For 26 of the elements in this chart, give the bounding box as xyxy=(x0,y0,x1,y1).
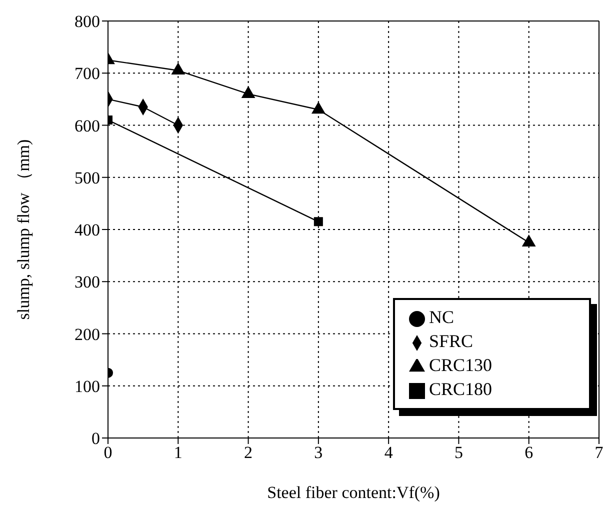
x-axis-title: Steel fiber content:Vf(%) xyxy=(267,483,440,502)
point xyxy=(312,102,326,114)
y-tick-label: 800 xyxy=(74,12,100,32)
x-tick-label: 7 xyxy=(594,443,604,462)
legend-label: SFRC xyxy=(429,331,474,351)
point xyxy=(242,86,255,98)
y-tick-label: 600 xyxy=(74,116,100,136)
y-tick-label: 400 xyxy=(74,220,100,240)
x-tick-label: 6 xyxy=(524,443,534,462)
y-tick-label: 300 xyxy=(74,272,100,292)
x-tick-label: 5 xyxy=(454,443,463,462)
x-tick-label: 4 xyxy=(384,443,394,462)
point xyxy=(172,63,185,75)
x-tick-label: 2 xyxy=(244,443,253,462)
y-axis-title: slump, slump flow （mm) xyxy=(14,139,34,320)
y-tick-label: 200 xyxy=(74,324,100,344)
x-tick-label: 3 xyxy=(314,443,323,462)
y-tick-label: 100 xyxy=(74,376,100,396)
y-tick-label: 500 xyxy=(74,168,100,188)
legend-label: CRC180 xyxy=(429,379,492,399)
legend-label: NC xyxy=(429,307,454,327)
x-tick-label: 0 xyxy=(104,443,112,462)
y-tick-label: 0 xyxy=(92,429,100,448)
y-tick-label: 700 xyxy=(74,64,100,84)
legend-label: CRC130 xyxy=(429,355,492,375)
x-tick-label: 1 xyxy=(174,443,182,462)
